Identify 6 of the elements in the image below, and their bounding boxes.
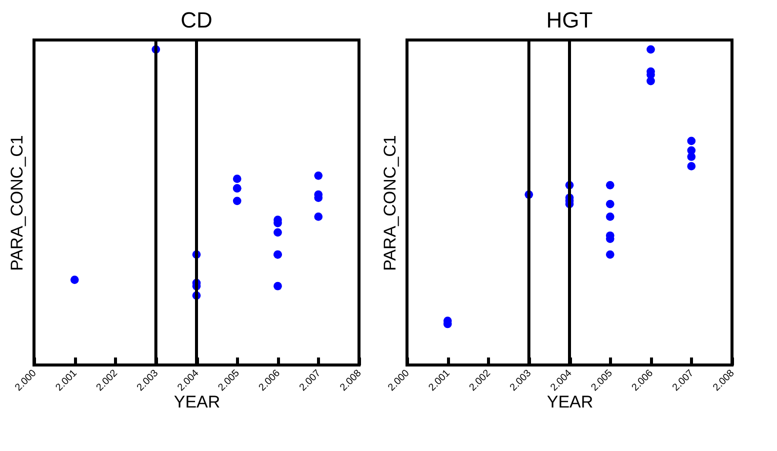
- chart-title: CD: [180, 8, 212, 32]
- y-axis-title: PARA_CONC_C1: [380, 135, 400, 271]
- x-axis-title: YEAR: [546, 392, 594, 412]
- chart-title: HGT: [546, 8, 593, 32]
- x-axis-title: YEAR: [174, 392, 220, 412]
- y-axis-title: PARA_CONC_C1: [8, 135, 26, 271]
